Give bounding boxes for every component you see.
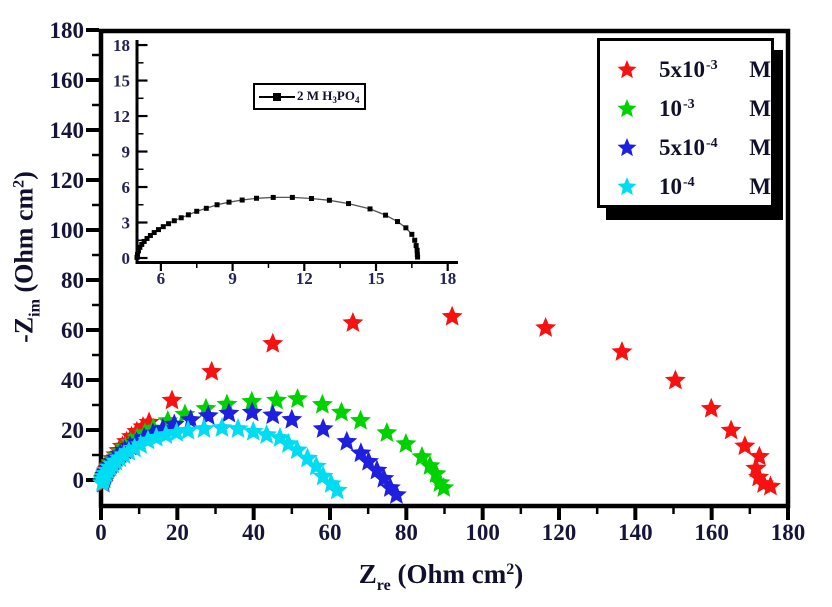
legend-unit: M bbox=[749, 174, 771, 199]
legend-item-5e-4: 5x10-4 M bbox=[614, 128, 771, 167]
series-10-4-m bbox=[92, 417, 348, 500]
y-axis-superscript: 2 bbox=[10, 179, 28, 188]
x-tick-label: 160 bbox=[694, 520, 729, 545]
legend-label: 5x10-4 bbox=[659, 135, 718, 160]
x-tick-label: 140 bbox=[618, 520, 653, 545]
star-icon bbox=[617, 59, 637, 78]
line-square-marker-icon bbox=[259, 92, 295, 101]
x-axis-variable: Z bbox=[358, 559, 377, 589]
main-ticks: 0 20 40 60 80 100 120 140 160 1800204060801001201… bbox=[50, 18, 806, 545]
inset-x-tick-label: 12 bbox=[296, 269, 313, 288]
x-axis-subscript: re bbox=[376, 577, 391, 594]
inset-x-tick-label: 15 bbox=[368, 269, 385, 288]
inset-y-tick-label: 18 bbox=[113, 36, 130, 55]
inset-y-tick-label: 12 bbox=[113, 107, 130, 126]
y-tick-label: 160 bbox=[50, 68, 85, 93]
y-axis-variable: -Z bbox=[9, 316, 39, 343]
x-tick-label: 0 bbox=[95, 520, 107, 545]
legend-label: 10-4 bbox=[659, 174, 695, 199]
x-axis-superscript: 2 bbox=[506, 561, 515, 578]
y-tick-label: 100 bbox=[50, 218, 85, 243]
legend-label: 5x10-3 bbox=[659, 57, 718, 82]
y-tick-label: 180 bbox=[50, 18, 85, 43]
inset-axes: 0 3 6 9 12 15 18 6 9 12 15 18 bbox=[113, 36, 458, 288]
inset-y-tick-label: 15 bbox=[113, 72, 130, 91]
x-axis-title: Zre (Ohm cm2) bbox=[358, 559, 524, 594]
legend-item-5e-3: 5x10-3 M bbox=[614, 50, 771, 89]
y-tick-label: 120 bbox=[50, 168, 85, 193]
legend-box: 5x10-3 M 10-3 M 5x10-4 M 10-4 M bbox=[597, 38, 774, 208]
y-axis-subscript: im bbox=[26, 299, 44, 317]
x-tick-label: 80 bbox=[395, 520, 418, 545]
inset-x-tick-label: 18 bbox=[439, 269, 456, 288]
y-tick-label: 140 bbox=[50, 118, 85, 143]
x-tick-label: 120 bbox=[542, 520, 577, 545]
x-tick-label: 180 bbox=[771, 520, 806, 545]
legend-label: 10-3 bbox=[659, 96, 695, 121]
inset-x-tick-label: 6 bbox=[157, 269, 166, 288]
inset-y-tick-label: 9 bbox=[122, 143, 131, 162]
y-tick-label: 0 bbox=[73, 468, 85, 493]
x-tick-label: 40 bbox=[242, 520, 265, 545]
y-axis-title: -Zim (Ohm cm2) bbox=[9, 171, 44, 343]
inset-legend-label: 2 M H3PO4 bbox=[297, 87, 360, 105]
inset-y-tick-label: 0 bbox=[122, 249, 131, 268]
y-tick-label: 20 bbox=[61, 418, 84, 443]
legend-unit: M bbox=[749, 135, 771, 160]
series-2m-h3po4 bbox=[134, 194, 421, 260]
legend-unit: M bbox=[749, 96, 771, 121]
x-tick-label: 100 bbox=[465, 520, 500, 545]
star-icon bbox=[617, 137, 637, 156]
x-tick-label: 20 bbox=[166, 520, 189, 545]
star-icon bbox=[617, 176, 637, 195]
inset-legend-box: 2 M H3PO4 bbox=[253, 83, 366, 110]
x-tick-label: 60 bbox=[319, 520, 342, 545]
y-tick-label: 60 bbox=[61, 318, 84, 343]
legend-unit: M bbox=[749, 57, 771, 82]
inset-y-tick-label: 6 bbox=[122, 178, 131, 197]
inset-y-tick-label: 3 bbox=[122, 214, 131, 233]
inset-x-tick-label: 9 bbox=[228, 269, 237, 288]
legend-item-1e-3: 10-3 M bbox=[614, 89, 771, 128]
y-tick-label: 40 bbox=[61, 368, 84, 393]
legend-item-1e-4: 10-4 M bbox=[614, 167, 771, 206]
star-icon bbox=[617, 98, 637, 117]
y-tick-label: 80 bbox=[61, 268, 84, 293]
